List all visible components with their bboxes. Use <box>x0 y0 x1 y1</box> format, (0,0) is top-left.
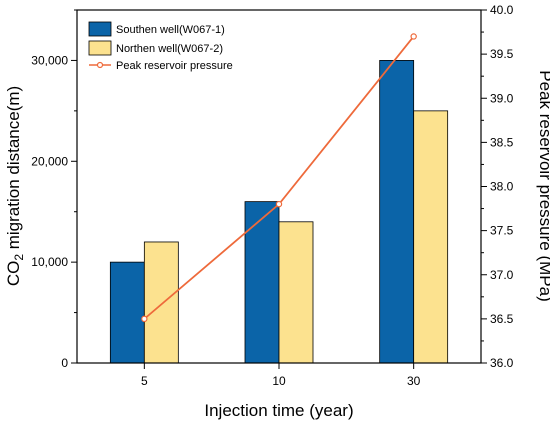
right-axis-title: Peak reservoir pressure (MPa) <box>536 70 550 301</box>
pressure-point-10 <box>275 200 283 208</box>
left-axis-title-rest: migration distance(m) <box>4 86 23 254</box>
legend-swatch-northen-well <box>88 40 112 56</box>
right-axis-ticks: 36.0 36.5 37.0 37.5 38.0 38.5 39.0 39.5 40.0 <box>481 3 514 370</box>
left-axis-title-main: CO <box>4 261 23 287</box>
legend-label-northen-well: Northen well(W067-2) <box>116 43 223 55</box>
left-tick-label: 30,000 <box>31 53 68 67</box>
left-tick-label: 0 <box>61 356 68 370</box>
pressure-point-30 <box>410 33 417 40</box>
left-axis-title: CO2 migration distance(m) <box>4 86 26 286</box>
x-axis-ticks: 5 10 30 <box>141 363 421 388</box>
left-axis-ticks: 0 10,000 20,000 30,000 <box>31 9 77 370</box>
legend-swatch-southen-well <box>88 21 112 37</box>
legend-label-peak-pressure: Peak reservoir pressure <box>116 60 233 72</box>
bar-series1-30 <box>379 60 415 364</box>
line-layer <box>141 33 417 323</box>
legend-label-southen-well: Southen well(W067-1) <box>116 24 225 36</box>
bar-series1-10 <box>244 201 280 364</box>
right-tick-label: 37.5 <box>490 224 514 238</box>
right-tick-label: 38.0 <box>490 180 514 194</box>
right-tick-label: 39.0 <box>490 91 514 105</box>
left-tick-label: 10,000 <box>31 255 68 269</box>
pressure-point-5 <box>141 315 148 323</box>
right-tick-label: 38.5 <box>490 135 514 149</box>
right-tick-label: 37.0 <box>490 268 514 282</box>
bar-series2-5 <box>143 241 179 364</box>
left-tick-label: 20,000 <box>31 154 68 168</box>
x-tick-label: 30 <box>407 374 421 388</box>
right-tick-label: 40.0 <box>490 3 514 17</box>
legend: Southen well(W067-1) Northen well(W067-2… <box>88 21 233 72</box>
bar-layer <box>109 60 449 364</box>
right-tick-label: 36.0 <box>490 356 514 370</box>
x-tick-label: 5 <box>141 374 148 388</box>
right-tick-label: 36.5 <box>490 312 514 326</box>
bar-series2-30 <box>413 110 449 364</box>
x-tick-label: 10 <box>272 374 286 388</box>
right-tick-label: 39.5 <box>490 47 514 61</box>
bar-series1-5 <box>109 261 145 364</box>
left-axis-title-subscript: 2 <box>12 254 26 261</box>
bar-series2-10 <box>278 221 314 364</box>
x-axis-title: Injection time (year) <box>204 401 353 420</box>
legend-marker-peak-pressure <box>96 61 104 69</box>
